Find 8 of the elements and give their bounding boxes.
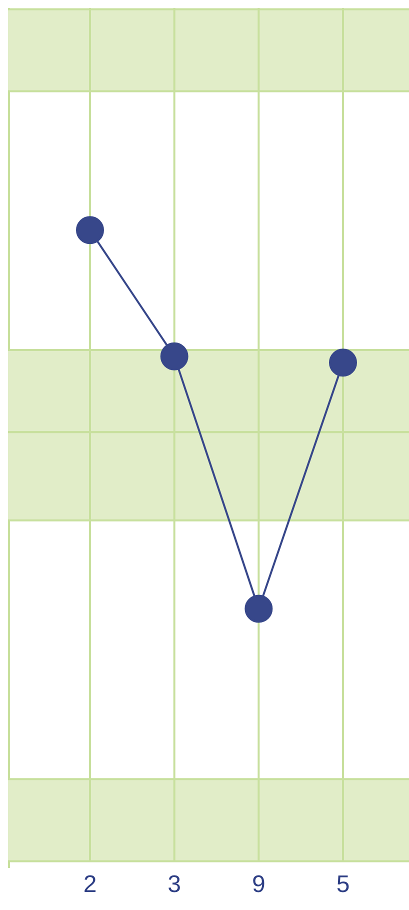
x-tick-label: 2: [83, 871, 97, 898]
x-tick-label: 5: [336, 871, 350, 898]
point: [329, 348, 357, 377]
point: [160, 342, 188, 370]
x-tick-label: 9: [252, 871, 266, 898]
point: [76, 216, 104, 244]
x-tick-label: 3: [168, 871, 182, 898]
point: [244, 594, 273, 623]
